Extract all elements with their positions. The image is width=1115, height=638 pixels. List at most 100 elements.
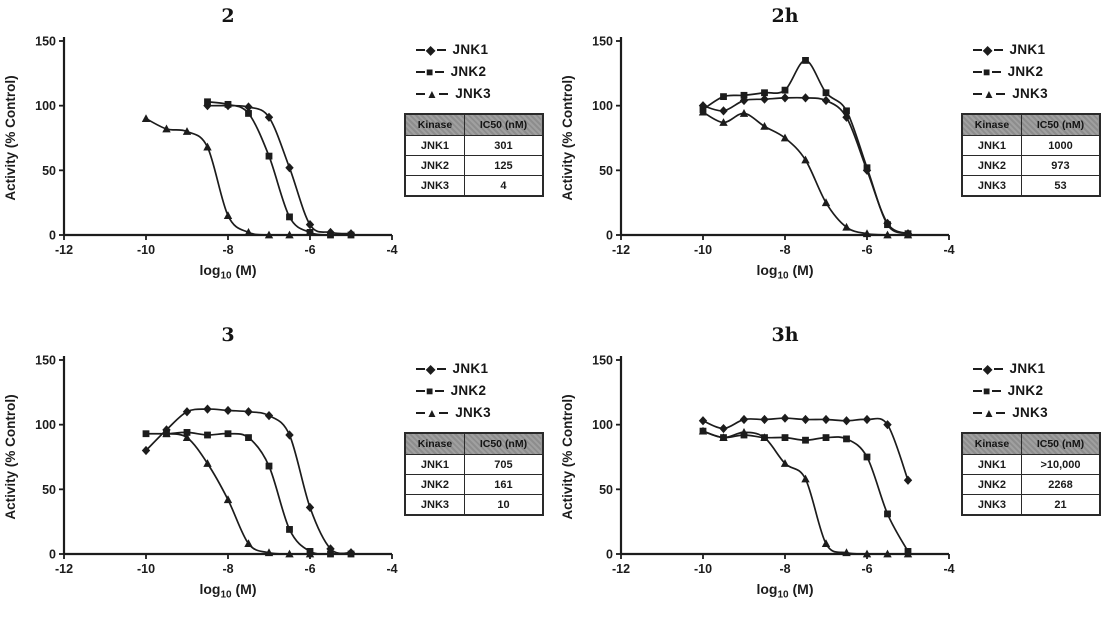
svg-text:-4: -4	[943, 562, 954, 576]
side-column-3h: ◆ JNK1 ■ JNK2 ▲ JNK3 Kinase IC50 (nM)	[959, 319, 1109, 638]
kinase-cell: JNK1	[961, 135, 1022, 156]
svg-text:0: 0	[49, 229, 56, 243]
svg-text:100: 100	[35, 99, 56, 113]
legend-label: JNK2	[1007, 64, 1044, 79]
legend-2: ◆ JNK1 ■ JNK2 ▲ JNK3	[416, 42, 552, 101]
kinase-cell: JNK3	[404, 175, 465, 197]
legend-glyph: ■	[983, 64, 991, 79]
ic50-cell: >10,000	[1020, 454, 1101, 475]
table-row: JNK2 2268	[961, 474, 1101, 495]
svg-text:-6: -6	[861, 562, 872, 576]
svg-text:150: 150	[35, 354, 56, 368]
svg-text:log10 (M): log10 (M)	[756, 581, 813, 601]
legend-label: JNK3	[455, 405, 491, 420]
table-row: JNK3 21	[961, 494, 1101, 516]
legend-item-jnk2: ■ JNK2	[973, 64, 1109, 79]
svg-text:-8: -8	[779, 562, 790, 576]
legend-item-jnk2: ■ JNK2	[416, 64, 552, 79]
side-column-2h: ◆ JNK1 ■ JNK2 ▲ JNK3 Kinase IC50 (nM)	[959, 0, 1109, 319]
chart-area-3: -12 -10 -8 -6 -4 0 50 100 150 3 Activity (% Contro…	[0, 319, 402, 638]
legend-glyph: ▲	[426, 86, 439, 101]
ic50-cell: 10	[463, 494, 544, 516]
svg-text:100: 100	[35, 418, 56, 432]
triangle-marker-icon: ▲	[416, 86, 449, 101]
table-row: JNK3 10	[404, 494, 544, 516]
chart-area-3h: -12 -10 -8 -6 -4 0 50 100 150 3h Activity (% Contr…	[557, 319, 959, 638]
triangle-marker-icon: ▲	[416, 405, 449, 420]
svg-text:0: 0	[606, 229, 613, 243]
svg-text:50: 50	[599, 164, 613, 178]
panel-compound-3: -12 -10 -8 -6 -4 0 50 100 150 3 Activity (% Contro…	[0, 319, 557, 638]
legend-label: JNK2	[1007, 383, 1044, 398]
svg-text:Activity (% Control): Activity (% Control)	[3, 75, 18, 200]
table-row: JNK2 973	[961, 155, 1101, 176]
svg-text:-10: -10	[694, 562, 712, 576]
svg-text:100: 100	[592, 418, 613, 432]
ic50-cell: 301	[463, 135, 544, 156]
square-marker-icon: ■	[973, 385, 1001, 397]
ic50-cell: 125	[463, 155, 544, 176]
legend-label: JNK3	[1012, 86, 1048, 101]
table-row: JNK1 705	[404, 454, 544, 475]
svg-text:3: 3	[221, 324, 234, 346]
legend-label: JNK2	[450, 64, 487, 79]
triangle-marker-icon: ▲	[973, 405, 1006, 420]
legend-item-jnk3: ▲ JNK3	[416, 86, 552, 101]
table-row: JNK2 125	[404, 155, 544, 176]
dose-response-chart-3: -12 -10 -8 -6 -4 0 50 100 150 3 Activity (% Contro…	[3, 324, 398, 601]
chart-area-2: -12 -10 -8 -6 -4 0 50 100 150 2 Activity (% Contro…	[0, 0, 402, 319]
svg-text:log10 (M): log10 (M)	[199, 581, 256, 601]
table-header-ic50: IC50 (nM)	[463, 432, 544, 455]
svg-text:log10 (M): log10 (M)	[756, 262, 813, 282]
legend-glyph: ◆	[983, 361, 993, 376]
diamond-marker-icon: ◆	[416, 363, 446, 375]
ic50-table-2: Kinase IC50 (nM) JNK1 301 JNK2 125 JNK3 4	[404, 113, 544, 197]
dose-response-chart-3h: -12 -10 -8 -6 -4 0 50 100 150 3h Activity (% Contr…	[560, 324, 955, 601]
svg-text:50: 50	[42, 483, 56, 497]
square-marker-icon: ■	[416, 385, 444, 397]
table-row: JNK1 301	[404, 135, 544, 156]
panel-compound-2h: -12 -10 -8 -6 -4 0 50 100 150 2h Activity (% Contr…	[557, 0, 1115, 319]
legend-glyph: ▲	[426, 405, 439, 420]
svg-text:-10: -10	[694, 243, 712, 257]
legend-label: JNK3	[455, 86, 491, 101]
table-row: JNK2 161	[404, 474, 544, 495]
legend-item-jnk2: ■ JNK2	[973, 383, 1109, 398]
ic50-cell: 4	[463, 175, 544, 197]
svg-text:-4: -4	[386, 562, 397, 576]
triangle-marker-icon: ▲	[973, 86, 1006, 101]
svg-text:-8: -8	[779, 243, 790, 257]
ic50-cell: 973	[1020, 155, 1101, 176]
svg-text:-10: -10	[137, 243, 155, 257]
svg-text:-6: -6	[304, 562, 315, 576]
legend-item-jnk3: ▲ JNK3	[973, 86, 1109, 101]
square-marker-icon: ■	[416, 66, 444, 78]
side-column-2: ◆ JNK1 ■ JNK2 ▲ JNK3 Kinase IC50 (nM)	[402, 0, 552, 319]
legend-glyph: ■	[426, 64, 434, 79]
legend-item-jnk3: ▲ JNK3	[416, 405, 552, 420]
ic50-cell: 2268	[1020, 474, 1101, 495]
legend-3: ◆ JNK1 ■ JNK2 ▲ JNK3	[416, 361, 552, 420]
kinase-cell: JNK3	[961, 494, 1022, 516]
legend-item-jnk1: ◆ JNK1	[416, 42, 552, 57]
legend-2h: ◆ JNK1 ■ JNK2 ▲ JNK3	[973, 42, 1109, 101]
diamond-marker-icon: ◆	[416, 44, 446, 56]
dose-response-chart-2: -12 -10 -8 -6 -4 0 50 100 150 2 Activity (% Contro…	[3, 5, 398, 282]
legend-glyph: ▲	[983, 86, 996, 101]
legend-glyph: ■	[426, 383, 434, 398]
svg-text:100: 100	[592, 99, 613, 113]
svg-text:-8: -8	[222, 562, 233, 576]
svg-text:-12: -12	[612, 562, 630, 576]
legend-label: JNK1	[452, 42, 489, 57]
svg-text:-6: -6	[304, 243, 315, 257]
table-row: JNK1 1000	[961, 135, 1101, 156]
legend-glyph: ▲	[983, 405, 996, 420]
table-header-kinase: Kinase	[404, 432, 465, 455]
legend-label: JNK3	[1012, 405, 1048, 420]
table-row: JNK1 >10,000	[961, 454, 1101, 475]
svg-text:-12: -12	[55, 562, 73, 576]
svg-text:Activity (% Control): Activity (% Control)	[560, 75, 575, 200]
kinase-cell: JNK2	[961, 474, 1022, 495]
legend-item-jnk3: ▲ JNK3	[973, 405, 1109, 420]
